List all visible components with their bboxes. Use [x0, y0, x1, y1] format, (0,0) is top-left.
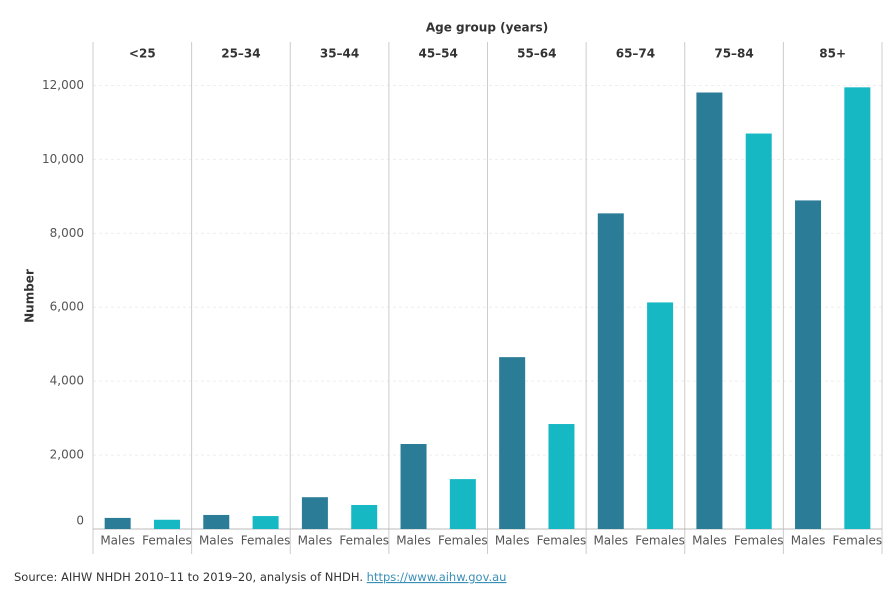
- source: Source: AIHW NHDH 2010–11 to 2019–20, an…: [14, 570, 506, 584]
- x-tick-label: Females: [537, 534, 587, 548]
- bar: [301, 497, 328, 529]
- category-header: <25: [129, 47, 156, 61]
- category-header: 25–34: [221, 47, 260, 61]
- category-header: 75–84: [714, 47, 753, 61]
- bar: [696, 92, 723, 529]
- y-tick-label: 6,000: [50, 300, 84, 314]
- bar: [745, 133, 772, 529]
- category-header: 45–54: [418, 47, 457, 61]
- bar: [449, 479, 476, 529]
- x-tick-label: Males: [199, 534, 234, 548]
- y-tick-label: 8,000: [50, 226, 84, 240]
- bar: [252, 516, 279, 529]
- x-tick-label: Males: [791, 534, 826, 548]
- x-tick-label: Males: [593, 534, 628, 548]
- bar: [548, 424, 575, 529]
- category-header: 85+: [819, 47, 846, 61]
- y-tick-label: 10,000: [42, 152, 84, 166]
- x-tick-label: Males: [495, 534, 530, 548]
- source-link[interactable]: https://www.aihw.gov.au: [367, 570, 507, 584]
- bar: [647, 302, 674, 529]
- bar: [795, 200, 822, 529]
- x-tick-label: Females: [339, 534, 389, 548]
- x-tick-label: Females: [142, 534, 192, 548]
- x-tick-label: Females: [635, 534, 685, 548]
- x-tick-label: Females: [833, 534, 883, 548]
- source-text: Source: AIHW NHDH 2010–11 to 2019–20, an…: [14, 570, 363, 584]
- bar: [203, 514, 230, 529]
- y-tick-label: 4,000: [50, 374, 84, 388]
- x-tick-label: Females: [734, 534, 784, 548]
- x-axis-title: Age group (years): [426, 21, 548, 35]
- bar: [597, 213, 624, 529]
- bar: [400, 443, 427, 529]
- category-header: 65–74: [616, 47, 655, 61]
- bar: [104, 517, 131, 529]
- bar: [351, 504, 378, 529]
- x-tick-label: Females: [438, 534, 488, 548]
- bar: [844, 87, 871, 529]
- x-tick-label: Females: [241, 534, 291, 548]
- y-tick-label: 0: [76, 514, 84, 528]
- bar: [153, 519, 180, 529]
- category-header: 35–44: [320, 47, 359, 61]
- x-tick-label: Males: [692, 534, 727, 548]
- category-header: 55–64: [517, 47, 556, 61]
- x-tick-label: Males: [100, 534, 135, 548]
- y-axis-title: Number: [23, 269, 37, 323]
- bar: [499, 357, 526, 529]
- x-tick-label: Males: [298, 534, 333, 548]
- y-tick-label: 2,000: [50, 448, 84, 462]
- y-tick-label: 12,000: [42, 78, 84, 92]
- x-tick-label: Males: [396, 534, 431, 548]
